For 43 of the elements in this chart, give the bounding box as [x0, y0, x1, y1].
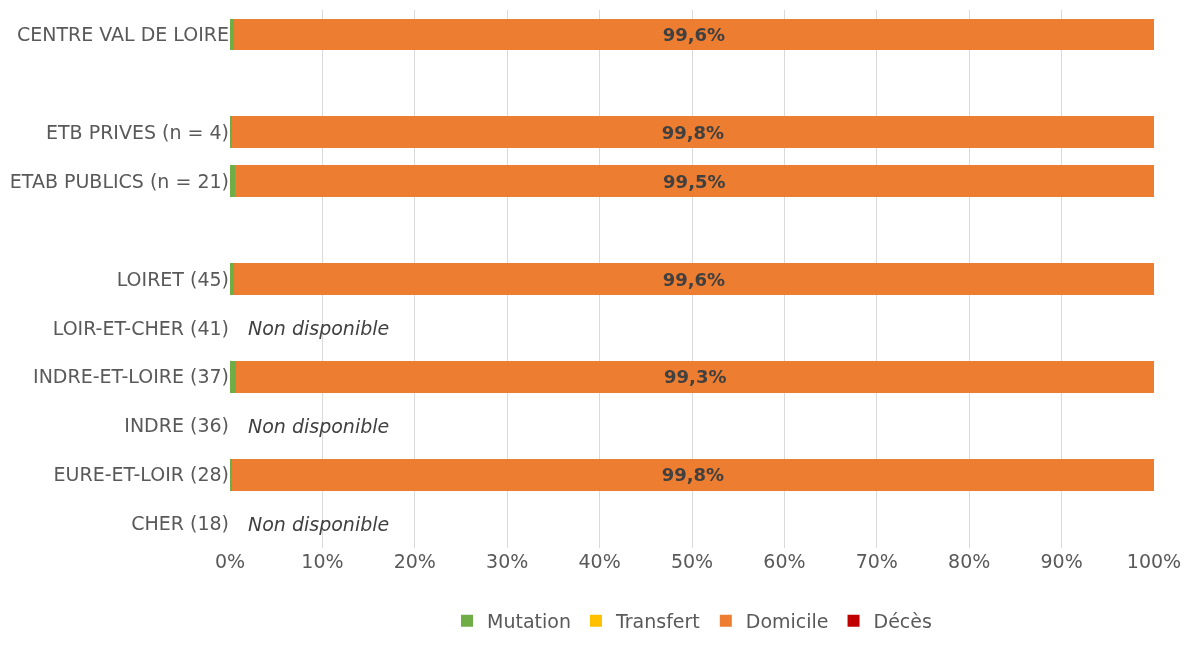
x-tick-label: 90% — [1040, 550, 1083, 572]
bar — [233, 18, 1154, 51]
y-tick-label: LOIR-ET-CHER (41) — [52, 316, 229, 339]
data-label: 99,6% — [662, 23, 726, 45]
x-tick-label: 50% — [670, 550, 714, 572]
bar — [231, 116, 1154, 149]
y-tick-label: CHER (18) — [131, 512, 229, 535]
bar — [230, 360, 237, 393]
y-tick-label: ETAB PUBLICS (n = 21) — [9, 169, 229, 192]
y-tick-label: INDRE (36) — [124, 414, 229, 437]
x-tick-label: 20% — [393, 550, 436, 572]
bar — [231, 458, 1154, 491]
legend-label: Décès — [873, 610, 932, 633]
x-tick-label: 0% — [214, 550, 246, 572]
x-tick-label: 80% — [948, 550, 991, 572]
x-tick-label: 70% — [855, 550, 898, 572]
annotation: Non disponible — [248, 415, 390, 437]
bar — [236, 360, 1154, 393]
bar — [233, 263, 1154, 295]
x-tick-label: 40% — [578, 550, 621, 572]
data-label: 99,8% — [661, 464, 725, 486]
x-tick-label: 30% — [486, 550, 529, 572]
y-tick-label: INDRE-ET-LOIRE (37) — [33, 365, 229, 388]
y-tick-label: CENTRE VAL DE LOIRE — [16, 23, 229, 46]
y-tick-label: LOIRET (45) — [116, 267, 229, 290]
legend-label: Mutation — [487, 610, 571, 633]
legend-label: Domicile — [745, 610, 829, 633]
annotation: Non disponible — [248, 317, 390, 339]
x-tick-label: 100% — [1126, 550, 1182, 572]
bar — [230, 263, 234, 295]
x-tick-label: 10% — [301, 550, 344, 572]
data-label: 99,3% — [664, 366, 727, 388]
data-label: 99,5% — [663, 170, 726, 192]
y-tick-label: EURE-ET-LOIR (28) — [53, 463, 229, 486]
bar — [230, 18, 234, 51]
data-label: 99,6% — [662, 268, 726, 290]
bar — [234, 165, 1154, 198]
data-label: 99,8% — [661, 121, 725, 143]
bar — [230, 165, 235, 198]
x-tick-label: 60% — [763, 550, 806, 572]
annotation: Non disponible — [248, 513, 390, 535]
y-tick-label: ETB PRIVES (n = 4) — [45, 120, 229, 143]
legend-label: Transfert — [614, 610, 700, 633]
